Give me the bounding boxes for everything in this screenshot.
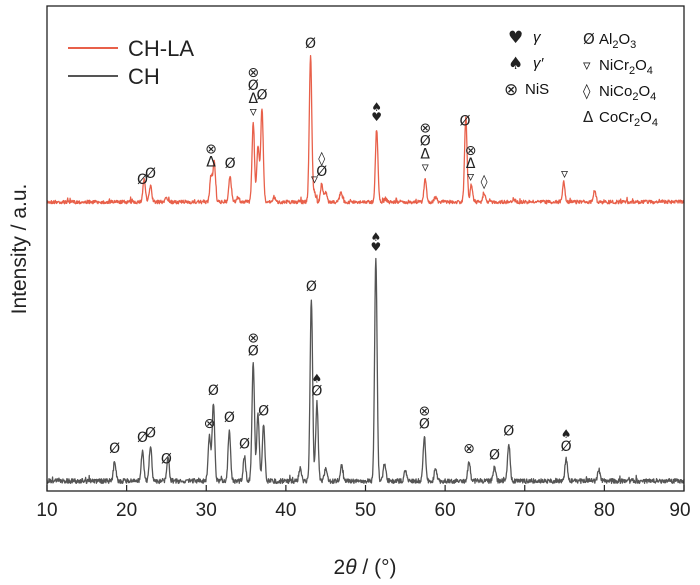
peak-marker-nicr2o4: ▿	[422, 159, 429, 175]
series-lines-layer	[46, 54, 685, 485]
peak-marker-al2o3: Ø	[503, 423, 514, 439]
peak-marker-nis: ⊗	[205, 142, 217, 158]
peak-marker-nis: ⊗	[419, 120, 431, 136]
peak-marker-cocr2o4: Δ	[420, 146, 430, 162]
peak-marker-al2o3: Ø	[145, 425, 156, 441]
peak-marker-al2o3: Ø	[208, 383, 219, 399]
peak-marker-al2o3: Ø	[460, 113, 471, 129]
nis-label: NiS	[525, 81, 549, 98]
peak-marker-gamma: ♥	[370, 240, 381, 254]
peak-marker-al2o3: Ø	[224, 410, 235, 426]
x-tick-label: 20	[116, 500, 137, 521]
nico2o4-label: NiCo2O4	[599, 83, 656, 103]
peak-marker-al2o3: Ø	[248, 78, 259, 94]
al2o3-label: Al2O3	[599, 31, 636, 51]
peak-marker-nis: ⊗	[247, 330, 259, 346]
peak-marker-al2o3: Ø	[256, 88, 267, 104]
y-axis-title: Intensity / a.u.	[8, 184, 31, 315]
peak-marker-al2o3: Ø	[161, 451, 172, 467]
gamma-prime-symbol: ♠	[508, 54, 523, 74]
peak-marker-al2o3: Ø	[420, 133, 431, 149]
peak-marker-nicr2o4: ▿	[467, 169, 474, 185]
peak-marker-gamma: ♥	[371, 110, 382, 124]
peak-marker-al2o3: Ø	[311, 383, 322, 399]
peak-marker-gamma-prime: ♠	[370, 230, 381, 244]
peak-marker-gamma-prime: ♠	[371, 100, 382, 114]
x-axis-title: 2θ / (°)	[334, 556, 397, 579]
cocr2o4-label: CoCr2O4	[599, 109, 658, 129]
legend: CH-LA CH	[68, 36, 194, 89]
nicr2o4-label: NiCr2O4	[599, 57, 653, 77]
peak-marker-al2o3: Ø	[137, 430, 148, 446]
al2o3-symbol: Ø	[583, 30, 595, 48]
series-line-ch-la	[46, 54, 685, 205]
x-tick-label: 90	[669, 500, 690, 521]
nico2o4-symbol: ◊	[583, 82, 591, 100]
nicr2o4-symbol: ▿	[583, 56, 591, 74]
peak-marker-nico2o4: ◊	[481, 174, 488, 190]
legend-label-chla: CH-LA	[128, 36, 194, 61]
peak-marker-nis: ⊗	[463, 441, 475, 457]
gamma-symbol: ♥	[508, 28, 523, 48]
peak-marker-cocr2o4: Δ	[206, 155, 216, 171]
peak-marker-al2o3: Ø	[225, 156, 236, 172]
gamma-label: γ	[533, 29, 542, 46]
peak-marker-al2o3: Ø	[305, 36, 316, 52]
peak-marker-al2o3: Ø	[239, 437, 250, 453]
x-tick-label: 40	[275, 500, 296, 521]
phase-key: ♥ γ ♠ γ′ ⊗ NiS Ø Al2O3 ▿ NiCr2O4 ◊ NiCo2…	[504, 28, 658, 129]
peak-marker-cocr2o4: Δ	[466, 156, 476, 172]
peak-marker-al2o3: Ø	[258, 403, 269, 419]
x-tick-label: 10	[36, 500, 57, 521]
peak-marker-nis: ⊗	[247, 65, 259, 81]
peak-marker-nicr2o4: ▿	[250, 104, 257, 120]
peak-marker-al2o3: Ø	[248, 343, 259, 359]
peak-marker-al2o3: Ø	[561, 439, 572, 455]
peak-marker-nicr2o4: ▿	[561, 166, 568, 182]
peak-marker-nis: ⊗	[419, 404, 431, 420]
x-axis-ticks: 10 20 30 40 50 60 70 80 90	[36, 485, 691, 521]
peak-marker-al2o3: Ø	[306, 279, 317, 295]
series-line-ch	[46, 257, 685, 485]
x-tick-label: 80	[594, 500, 615, 521]
peak-marker-nis: ⊗	[204, 416, 216, 432]
cocr2o4-symbol: Δ	[583, 108, 594, 126]
peak-marker-nis: ⊗	[465, 143, 477, 159]
peak-marker-nicr2o4: ▿	[311, 171, 318, 187]
legend-label-ch: CH	[128, 64, 160, 89]
nis-symbol: ⊗	[504, 80, 518, 100]
peak-marker-al2o3: Ø	[137, 172, 148, 188]
peak-annotations-layer: ØØΔ⊗Ø▿ΔØ⊗ØØ▿Ø◊♥♠▿ΔØ⊗ Ø▿Δ⊗◊ ▿ØØØØ⊗ØØØØ⊗ØØØ♠…	[109, 36, 572, 467]
x-tick-label: 50	[355, 500, 376, 521]
peak-marker-gamma-prime: ♠	[561, 427, 572, 441]
gamma-prime-label: γ′	[533, 55, 545, 72]
peak-marker-nico2o4: ◊	[318, 151, 325, 167]
peak-marker-al2o3: Ø	[419, 417, 430, 433]
peak-marker-cocr2o4: Δ	[248, 91, 258, 107]
peak-marker-al2o3: Ø	[145, 166, 156, 182]
x-tick-label: 70	[514, 500, 535, 521]
peak-marker-gamma-prime: ♠	[312, 371, 323, 385]
peak-marker-al2o3: Ø	[109, 441, 120, 457]
x-tick-label: 60	[435, 500, 456, 521]
peak-marker-al2o3: Ø	[316, 164, 327, 180]
peak-marker-al2o3: Ø	[489, 448, 500, 464]
x-tick-label: 30	[196, 500, 217, 521]
